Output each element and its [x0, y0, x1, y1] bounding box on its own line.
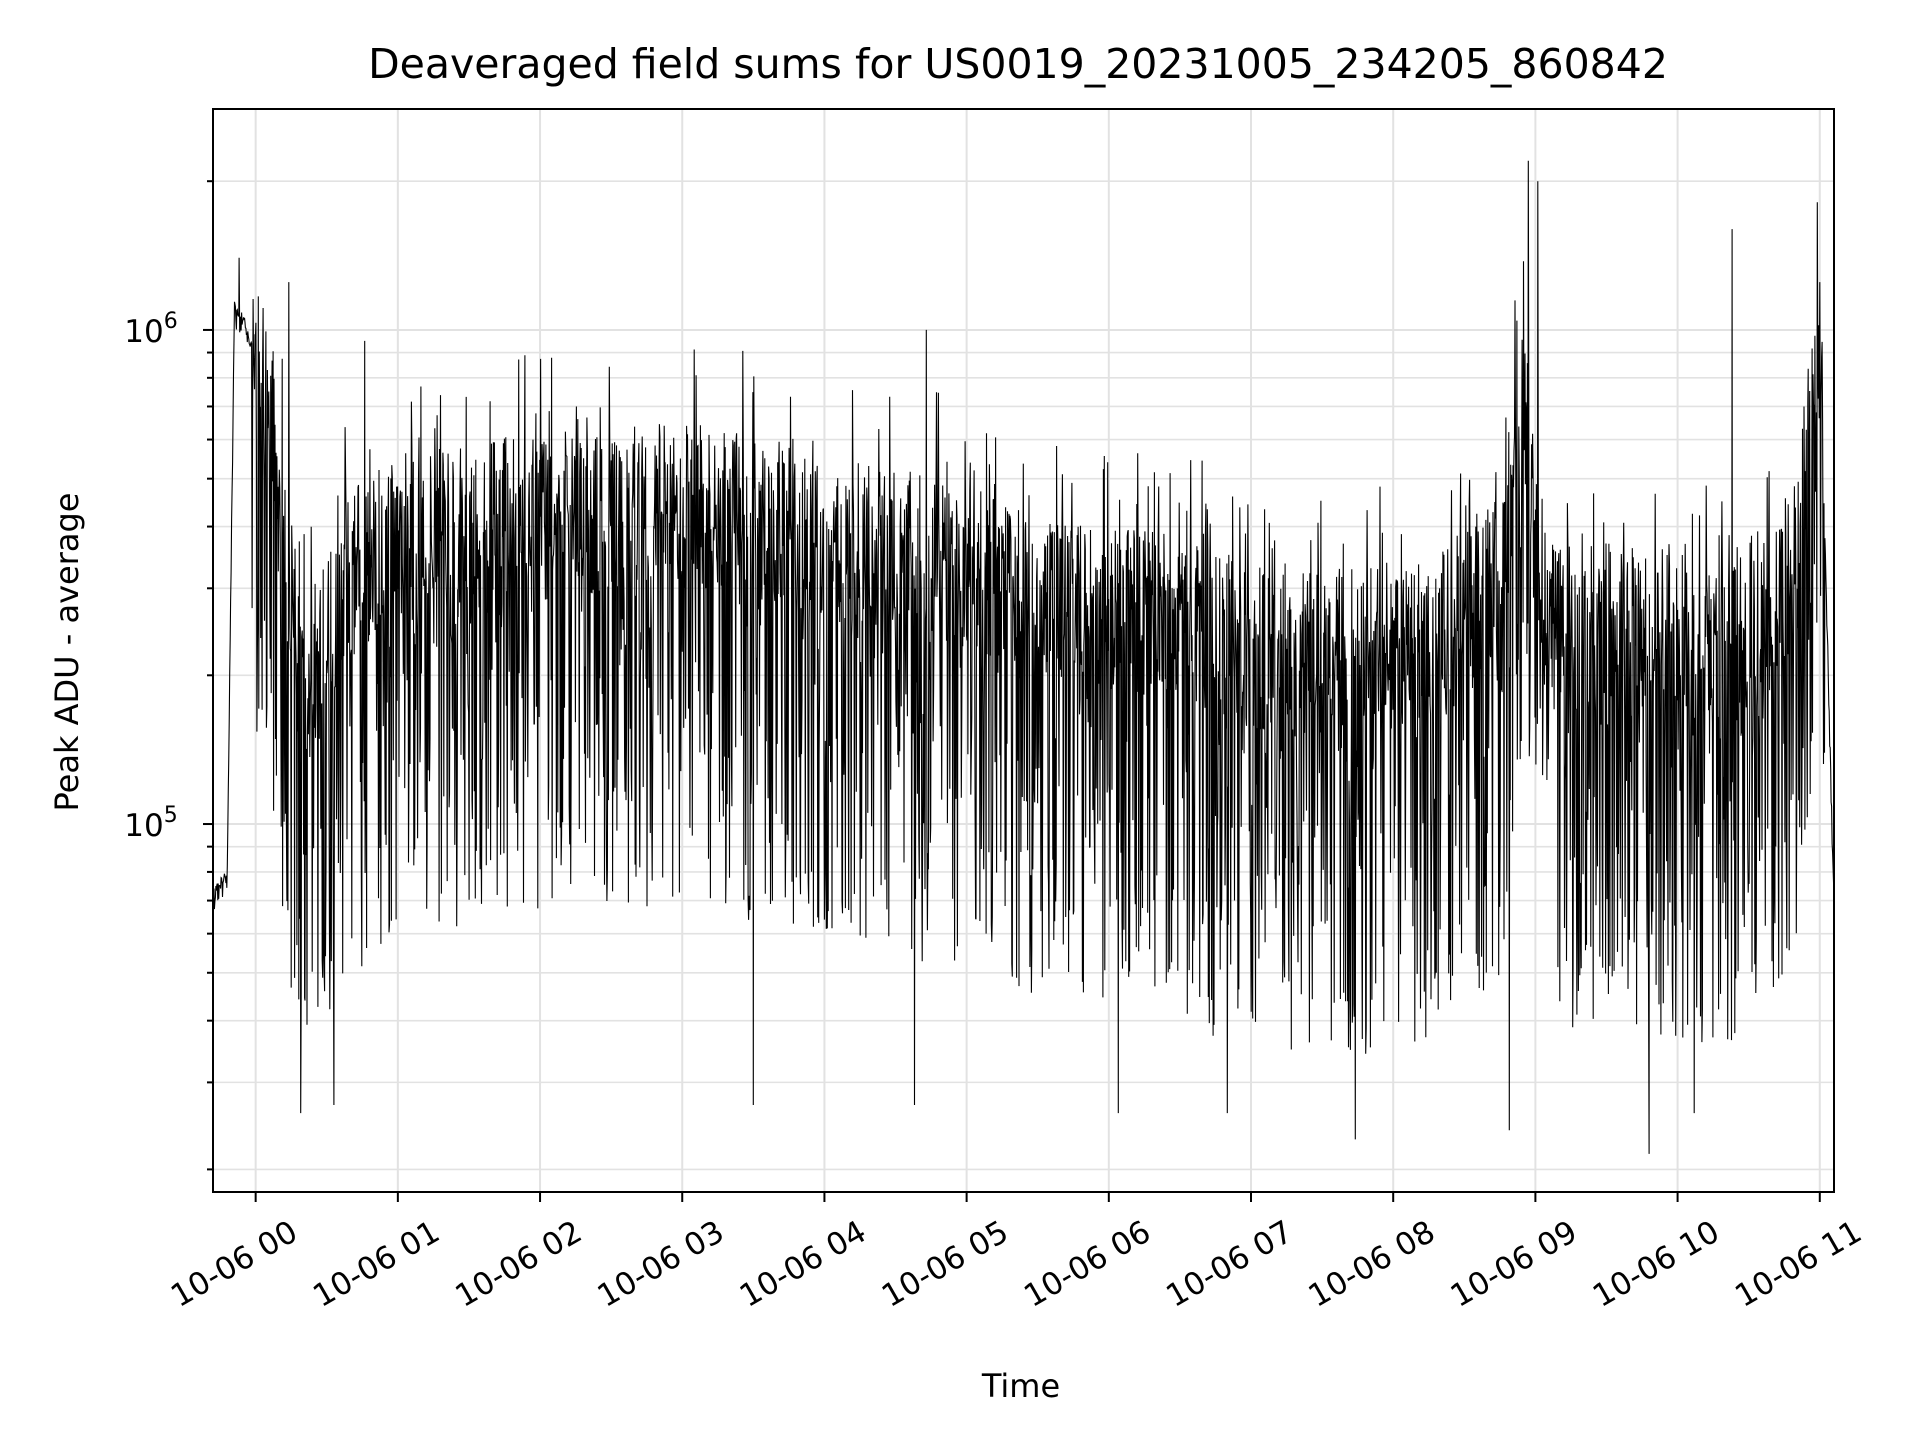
chart-title: Deaveraged field sums for US0019_2023100… — [368, 40, 1668, 88]
x-axis-label: Time — [981, 1367, 1060, 1405]
series-line — [213, 160, 1834, 1154]
y-axis-label: Peak ADU - average — [48, 493, 86, 812]
y-tick-label: 105 — [124, 803, 177, 844]
series-path — [213, 160, 1834, 1154]
y-axis: 105 106 — [124, 180, 213, 1171]
y-tick-label: 106 — [124, 309, 177, 350]
plot-frame — [212, 108, 1835, 1193]
